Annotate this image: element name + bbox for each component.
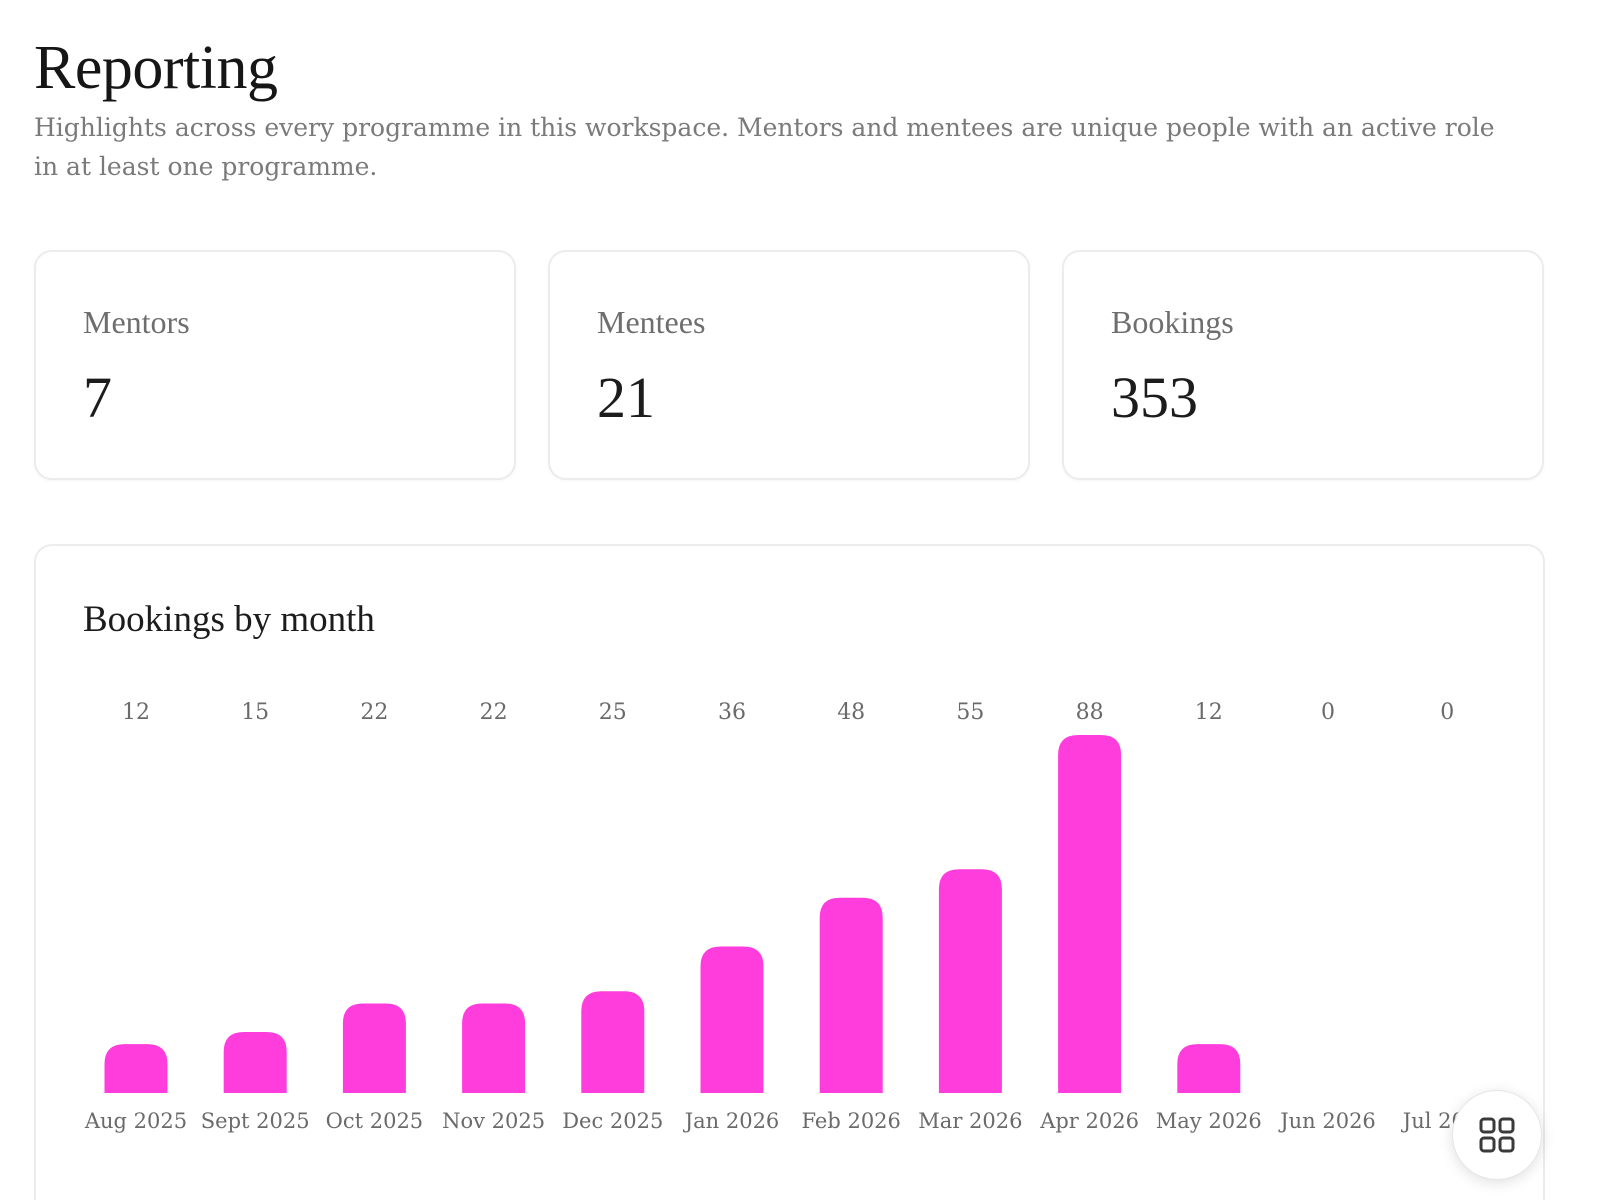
grid-icon xyxy=(1479,1117,1515,1153)
x-tick-label: Feb 2026 xyxy=(801,1109,900,1133)
x-tick-label: May 2026 xyxy=(1156,1109,1262,1133)
x-tick-label: Aug 2025 xyxy=(84,1109,187,1133)
stat-label: Mentees xyxy=(597,304,706,340)
bar[interactable] xyxy=(581,991,645,1093)
bar[interactable] xyxy=(104,1044,168,1093)
page-subtitle: Highlights across every programme in thi… xyxy=(34,113,1495,181)
bar[interactable] xyxy=(1058,735,1122,1093)
x-tick-label: Apr 2026 xyxy=(1039,1109,1139,1133)
bar-value-label: 36 xyxy=(718,700,746,725)
bookings-chart-card: Bookings by month 12 Aug 2025 15 Sept 2025 2… xyxy=(34,544,1545,1200)
apps-grid-button[interactable] xyxy=(1452,1090,1542,1180)
stat-label: Bookings xyxy=(1111,304,1234,340)
bar-value-label: 15 xyxy=(241,700,269,725)
bar-value-label: 48 xyxy=(837,700,865,725)
stat-label: Mentors xyxy=(83,304,190,340)
stat-card-bookings: Bookings 353 xyxy=(1062,250,1544,480)
bar[interactable] xyxy=(700,946,764,1093)
bar-value-label: 0 xyxy=(1321,700,1335,725)
stat-value: 21 xyxy=(597,365,655,430)
x-tick-label: Dec 2025 xyxy=(562,1109,663,1133)
page-title: Reporting xyxy=(34,34,278,102)
bar-value-label: 22 xyxy=(360,700,388,725)
bar-value-label: 88 xyxy=(1076,700,1104,725)
x-tick-label: Oct 2025 xyxy=(326,1109,424,1133)
bar[interactable] xyxy=(1177,1044,1241,1093)
x-tick-label: Jun 2026 xyxy=(1278,1109,1376,1133)
stat-card-mentors: Mentors 7 xyxy=(34,250,516,480)
bar-value-label: 12 xyxy=(122,700,150,725)
stat-value: 7 xyxy=(83,365,112,430)
chart-title: Bookings by month xyxy=(83,599,375,640)
bar[interactable] xyxy=(819,897,883,1093)
bar[interactable] xyxy=(938,869,1002,1093)
bar-value-label: 55 xyxy=(956,700,984,725)
stat-card-mentees: Mentees 21 xyxy=(548,250,1030,480)
x-tick-label: Sept 2025 xyxy=(201,1109,310,1133)
bar-value-label: 22 xyxy=(480,700,508,725)
bookings-bar-chart: 12 Aug 2025 15 Sept 2025 22 Oct 2025 22 Nov 202… xyxy=(84,700,1492,1133)
x-tick-label: Nov 2025 xyxy=(442,1109,545,1133)
stat-value: 353 xyxy=(1111,365,1198,430)
x-tick-label: Mar 2026 xyxy=(918,1109,1022,1133)
bar[interactable] xyxy=(342,1003,406,1094)
x-tick-label: Jan 2026 xyxy=(683,1109,780,1133)
bar[interactable] xyxy=(223,1031,287,1093)
bar-value-label: 0 xyxy=(1440,700,1454,725)
bar-value-label: 25 xyxy=(599,700,627,725)
bar-value-label: 12 xyxy=(1195,700,1223,725)
bar[interactable] xyxy=(462,1003,526,1094)
